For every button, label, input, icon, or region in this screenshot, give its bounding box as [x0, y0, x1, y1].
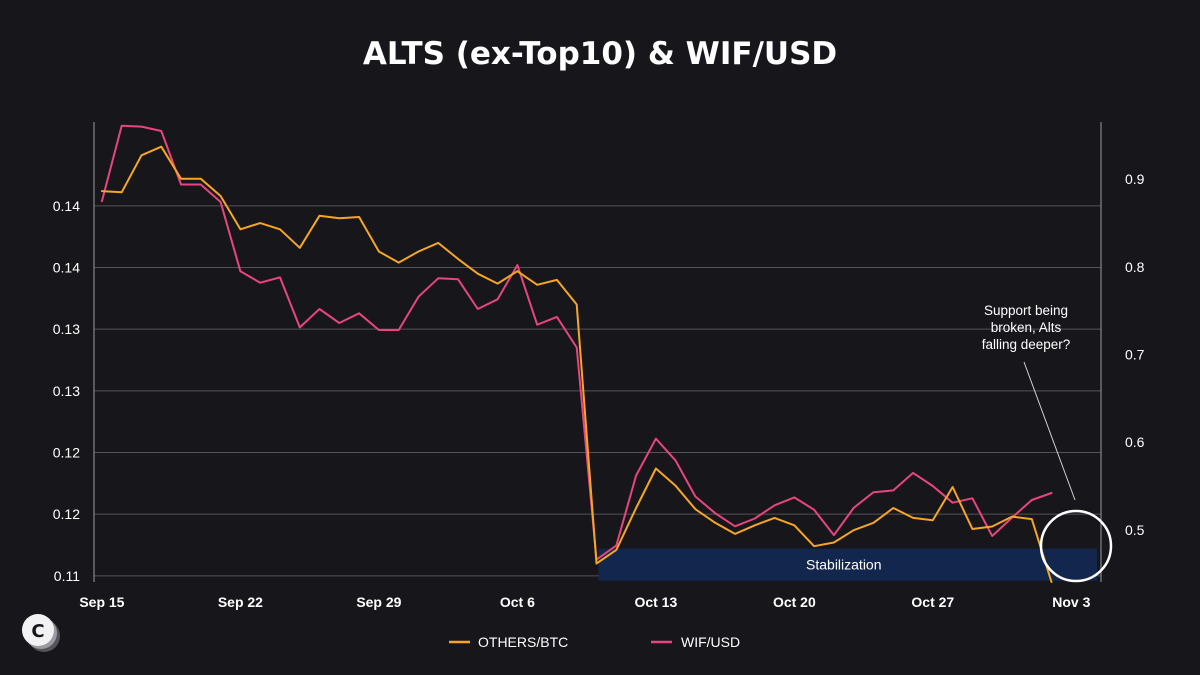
- stabilization-label: Stabilization: [806, 557, 882, 573]
- x-tick-label: Sep 15: [79, 594, 124, 610]
- left-axis-ticks: 0.11 0.12 0.12 0.13 0.13 0.14 0.14: [53, 198, 80, 584]
- legend: OTHERS/BTC WIF/USD: [449, 634, 740, 650]
- x-tick-label: Oct 6: [500, 594, 535, 610]
- y-right-tick-label: 0.5: [1125, 522, 1145, 538]
- stabilization-zone: Stabilization: [598, 548, 1098, 581]
- x-tick-label: Sep 22: [218, 594, 263, 610]
- c-logo-icon: C: [22, 614, 60, 652]
- y-left-tick-label: 0.11: [54, 568, 80, 584]
- y-left-tick-label: 0.14: [53, 198, 80, 214]
- legend-label-others: OTHERS/BTC: [478, 634, 568, 650]
- x-axis-ticks: Sep 15 Sep 22 Sep 29 Oct 6 Oct 13 Oct 20 Oct 2…: [79, 594, 1090, 610]
- y-left-tick-label: 0.12: [53, 445, 80, 461]
- y-left-tick-label: 0.12: [53, 506, 80, 522]
- callout-circle: [1039, 509, 1113, 583]
- x-tick-label: Oct 20: [773, 594, 816, 610]
- stabilization-rect: [598, 548, 1098, 581]
- svg-text:C: C: [31, 621, 44, 642]
- y-left-tick-label: 0.13: [53, 383, 80, 399]
- others-btc-line: [100, 145, 1053, 583]
- y-right-tick-label: 0.8: [1125, 259, 1145, 275]
- y-right-tick-label: 0.9: [1125, 171, 1145, 187]
- x-tick-label: Sep 29: [356, 594, 401, 610]
- x-tick-label: Oct 27: [911, 594, 954, 610]
- y-right-tick-label: 0.6: [1125, 434, 1145, 450]
- callout-line-2: broken, Alts: [991, 320, 1062, 335]
- y-left-tick-label: 0.13: [53, 321, 80, 337]
- legend-label-wif: WIF/USD: [681, 634, 740, 650]
- callout-pointer: [1023, 361, 1076, 501]
- support-callout: Support being broken, Alts falling deepe…: [982, 303, 1113, 583]
- x-tick-label: Nov 3: [1052, 594, 1090, 610]
- x-tick-label: Oct 13: [634, 594, 677, 610]
- callout-line-3: falling deeper?: [982, 337, 1071, 352]
- callout-line-1: Support being: [984, 303, 1068, 318]
- series-lines: [100, 124, 1053, 583]
- right-axis-ticks: 0.5 0.6 0.7 0.8 0.9: [1125, 171, 1145, 538]
- y-left-tick-label: 0.14: [53, 260, 80, 276]
- chart-title: ALTS (ex-Top10) & WIF/USD: [363, 36, 837, 72]
- gridlines: [94, 205, 1101, 577]
- y-right-tick-label: 0.7: [1125, 347, 1145, 363]
- wif-usd-line: [100, 124, 1053, 561]
